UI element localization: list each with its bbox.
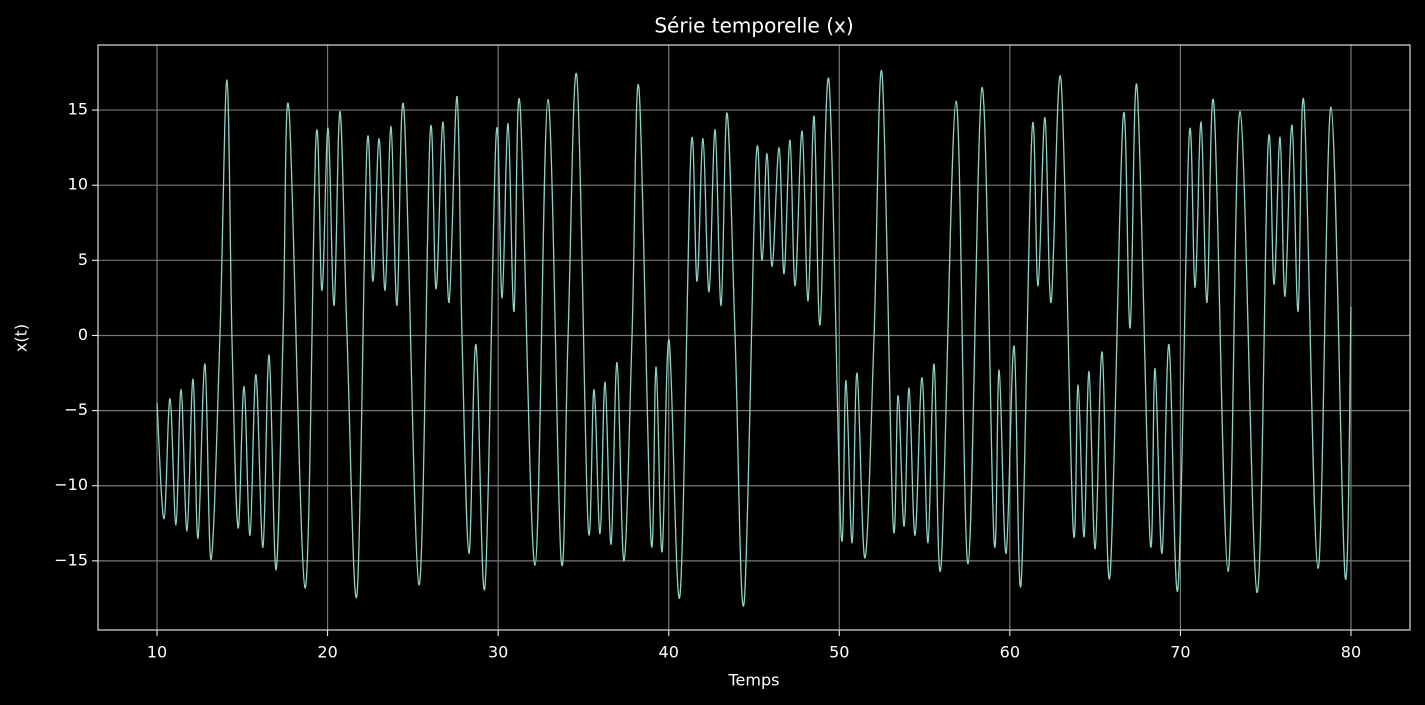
line-series bbox=[156, 70, 1352, 607]
plot-frame bbox=[97, 44, 1411, 631]
y-tick-label: −5 bbox=[64, 400, 88, 419]
x-axis-label: Temps bbox=[728, 671, 780, 690]
x-tick-label: 30 bbox=[488, 643, 508, 662]
x-tick-label: 40 bbox=[659, 643, 679, 662]
y-tick-label: 0 bbox=[78, 325, 88, 344]
x-tick-label: 80 bbox=[1341, 643, 1361, 662]
y-tick-label: −15 bbox=[54, 550, 88, 569]
x-tick-label: 20 bbox=[317, 643, 337, 662]
x-tick-label: 10 bbox=[147, 643, 167, 662]
y-tick-label: −10 bbox=[54, 475, 88, 494]
y-axis-label: x(t) bbox=[12, 324, 31, 352]
x-tick-label: 70 bbox=[1170, 643, 1190, 662]
x-tick-label: 50 bbox=[829, 643, 849, 662]
y-tick-label: 15 bbox=[68, 100, 88, 119]
y-tick-label: 5 bbox=[78, 250, 88, 269]
x-tick-label: 60 bbox=[1000, 643, 1020, 662]
chart-title: Série temporelle (x) bbox=[654, 14, 853, 38]
y-tick-label: 10 bbox=[68, 175, 88, 194]
